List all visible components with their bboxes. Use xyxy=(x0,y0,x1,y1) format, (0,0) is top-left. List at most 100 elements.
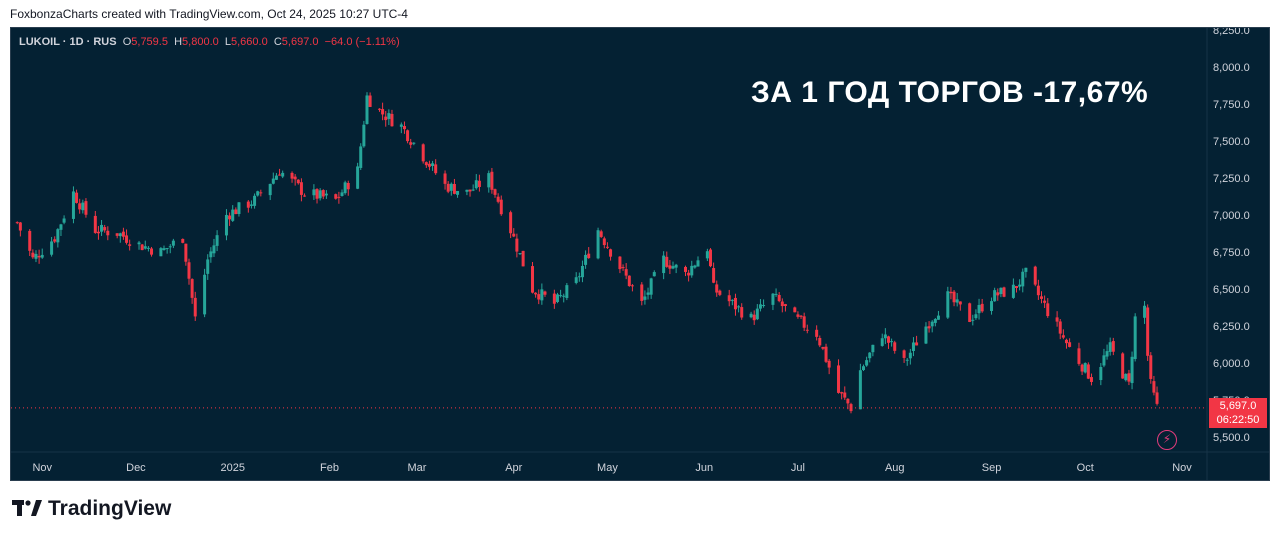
candle-body xyxy=(1064,339,1068,344)
candle-body xyxy=(278,174,282,176)
candle-body xyxy=(159,248,163,257)
candle-body xyxy=(1021,271,1025,287)
candle-body xyxy=(880,338,884,346)
candle-body xyxy=(893,342,897,351)
y-tick-label: 7,750.0 xyxy=(1213,99,1250,111)
candle-body xyxy=(530,266,534,293)
candle-body xyxy=(465,189,469,192)
chart-credit: FoxbonzaCharts created with TradingView.… xyxy=(10,7,408,21)
candle-body xyxy=(75,192,79,203)
candle-body xyxy=(456,190,460,195)
candle-body xyxy=(1127,373,1131,382)
candle-body xyxy=(993,290,997,302)
candle-body xyxy=(1046,303,1050,317)
candle-body xyxy=(143,246,147,249)
candle-body xyxy=(271,178,275,184)
candle-body xyxy=(771,293,775,305)
candle-body xyxy=(512,233,516,237)
candle-body xyxy=(693,265,697,268)
open-label: O xyxy=(122,36,132,48)
chart-panel[interactable]: 5,500.05,750.06,000.06,250.06,500.06,750… xyxy=(10,27,1270,481)
candle-body xyxy=(471,189,475,191)
candle-body xyxy=(15,222,19,224)
y-tick-label: 8,250.0 xyxy=(1213,28,1250,37)
candle-body xyxy=(705,251,709,259)
y-tick-label: 5,500.0 xyxy=(1213,432,1250,444)
x-tick-label: Dec xyxy=(126,462,146,474)
candle-body xyxy=(537,294,541,300)
candle-body xyxy=(299,182,303,195)
candle-body xyxy=(602,238,606,246)
candle-body xyxy=(209,251,213,258)
candle-body xyxy=(1105,351,1109,357)
candle-body xyxy=(56,229,60,243)
candle-body xyxy=(346,183,350,190)
candle-body xyxy=(427,163,431,167)
candle-body xyxy=(53,239,57,242)
candle-body xyxy=(249,204,253,206)
candle-body xyxy=(846,398,850,404)
x-tick-label: Apr xyxy=(505,462,522,474)
candle-body xyxy=(324,193,328,196)
candle-body xyxy=(621,267,625,269)
candle-body xyxy=(40,254,44,258)
tradingview-logo-icon xyxy=(12,500,42,516)
candle-body xyxy=(821,346,825,349)
candle-body xyxy=(303,195,307,197)
y-tick-label: 6,500.0 xyxy=(1213,284,1250,296)
candle-body xyxy=(543,291,547,295)
y-tick-label: 6,000.0 xyxy=(1213,358,1250,370)
candle-body xyxy=(28,230,32,251)
low-label: L xyxy=(224,36,231,48)
candle-body xyxy=(1036,285,1040,296)
candle-body xyxy=(93,215,97,233)
candle-body xyxy=(999,287,1003,295)
candle-body xyxy=(902,350,906,358)
brand-name: TradingView xyxy=(48,497,172,520)
candle-body xyxy=(50,241,54,255)
candle-body xyxy=(927,326,931,329)
candle-body xyxy=(477,180,481,187)
y-tick-label: 6,250.0 xyxy=(1213,321,1250,333)
candle-body xyxy=(780,301,784,307)
close-value: 5,697.0 xyxy=(281,36,319,48)
symbol-label[interactable]: LUKOIL · 1D · RUS xyxy=(19,36,117,48)
candle-body xyxy=(246,201,250,208)
candle-body xyxy=(1146,307,1150,356)
candle-body xyxy=(290,172,294,179)
candle-body xyxy=(493,189,497,195)
x-tick-label: Mar xyxy=(407,462,426,474)
y-tick-label: 7,000.0 xyxy=(1213,210,1250,222)
candle-body xyxy=(165,248,169,250)
candle-body xyxy=(1039,296,1043,299)
lightning-icon[interactable]: ⚡ xyxy=(1157,430,1177,450)
candle-body xyxy=(406,130,410,142)
ohlc-legend: LUKOIL · 1D · RUS O5,759.5 H5,800.0 L5,6… xyxy=(19,36,400,48)
candle-body xyxy=(128,244,132,246)
candle-body xyxy=(727,295,731,302)
candle-body xyxy=(1089,377,1093,382)
candle-body xyxy=(730,299,734,301)
x-tick-label: Oct xyxy=(1077,462,1094,474)
candle-body xyxy=(412,142,416,144)
candle-body xyxy=(915,342,919,346)
candle-body xyxy=(1033,266,1037,285)
candle-body xyxy=(193,297,197,317)
candle-body xyxy=(231,209,235,221)
candle-body xyxy=(802,316,806,328)
candle-body xyxy=(84,201,88,215)
candle-body xyxy=(584,254,588,265)
candle-body xyxy=(487,173,491,188)
candle-body xyxy=(402,126,406,130)
candle-body xyxy=(215,235,219,246)
candle-body xyxy=(665,256,669,267)
tradingview-logo[interactable]: TradingView xyxy=(12,497,171,521)
candlestick-chart[interactable]: 5,500.05,750.06,000.06,250.06,500.06,750… xyxy=(11,28,1270,481)
candle-body xyxy=(468,189,472,192)
candle-body xyxy=(740,307,744,318)
candle-body xyxy=(649,278,653,295)
candle-body xyxy=(871,344,875,353)
candle-body xyxy=(818,337,822,346)
candle-body xyxy=(599,231,603,237)
close-label: C xyxy=(273,36,282,48)
